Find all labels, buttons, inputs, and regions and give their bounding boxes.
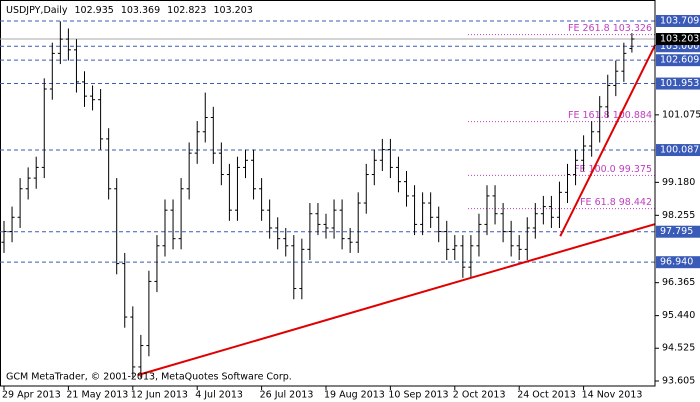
y-tick-label: 96.365 bbox=[662, 277, 695, 288]
x-tick-label: 4 Jul 2013 bbox=[195, 390, 243, 401]
footer: GCM MetaTrader, © 2001-2013, MetaQuotes … bbox=[6, 372, 292, 383]
level-label-box bbox=[656, 144, 700, 157]
fibonacci-label: FE 161.8 100.884 bbox=[568, 110, 652, 121]
plot-frame bbox=[0, 0, 656, 387]
price-label-box bbox=[656, 33, 700, 46]
level-label-box bbox=[656, 14, 700, 27]
level-label: 100.087 bbox=[660, 145, 699, 156]
x-tick-label: 12 Jun 2013 bbox=[131, 390, 188, 401]
y-tick-label: 98.255 bbox=[662, 210, 695, 221]
level-label: 102.609 bbox=[660, 55, 699, 66]
fibonacci-label: FE 61.8 98.442 bbox=[580, 197, 652, 208]
last-open: 102.935 bbox=[75, 5, 114, 16]
fibonacci-label: FE 261.8 103.326 bbox=[568, 23, 652, 34]
y-tick-label: 95.440 bbox=[662, 310, 695, 321]
last-low: 102.823 bbox=[167, 5, 206, 16]
trendline bbox=[137, 223, 656, 377]
level-label: 103.709 bbox=[660, 15, 699, 26]
level-label-box bbox=[656, 77, 700, 90]
level-label: 96.940 bbox=[660, 257, 693, 268]
level-label: 97.795 bbox=[660, 226, 693, 237]
x-tick-label: 21 May 2013 bbox=[66, 390, 128, 401]
x-tick-label: 26 Jul 2013 bbox=[260, 390, 314, 401]
y-tick-label: 99.180 bbox=[662, 177, 695, 188]
symbol: USDJPY,Daily bbox=[6, 5, 68, 16]
x-tick-label: 19 Aug 2013 bbox=[324, 390, 385, 401]
chart-header: USDJPY,Daily 102.935 103.369 102.823 103… bbox=[6, 5, 253, 16]
y-tick-label: 101.075 bbox=[662, 109, 700, 120]
level-label-box bbox=[656, 225, 700, 238]
level-label-box bbox=[656, 256, 700, 269]
level-label: 103.000 bbox=[660, 41, 699, 52]
trendline bbox=[559, 44, 657, 237]
x-tick-label: 2 Oct 2013 bbox=[453, 390, 506, 401]
y-tick-label: 93.605 bbox=[662, 376, 695, 387]
y-tick-label: 94.525 bbox=[662, 343, 695, 354]
level-label: 101.953 bbox=[660, 78, 699, 89]
level-label-box bbox=[656, 54, 700, 67]
x-tick-label: 10 Sep 2013 bbox=[388, 390, 448, 401]
last-high: 103.369 bbox=[121, 5, 160, 16]
x-tick-label: 24 Oct 2013 bbox=[517, 390, 576, 401]
fibonacci-label: FE 100.0 99.375 bbox=[574, 164, 652, 175]
price-label: 103.203 bbox=[660, 34, 699, 45]
x-tick-label: 14 Nov 2013 bbox=[582, 390, 643, 401]
x-tick-label: 29 Apr 2013 bbox=[2, 390, 61, 401]
last-close: 103.203 bbox=[214, 5, 253, 16]
